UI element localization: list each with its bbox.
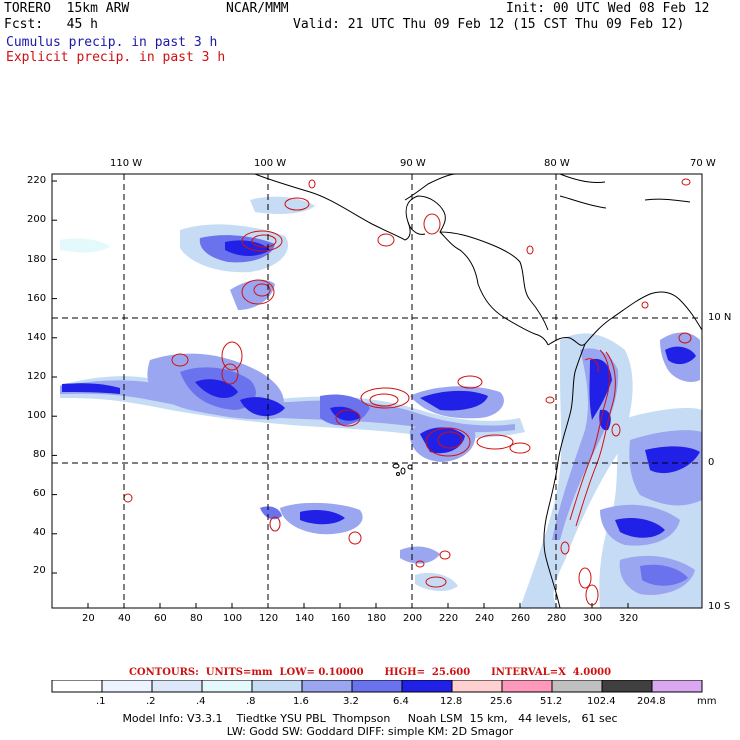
- model-info-line2: LW: Godd SW: Goddard DIFF: simple KM: 2D…: [226, 725, 514, 738]
- bottom-tick-label: 20: [82, 613, 95, 624]
- colorbar-swatch: [601, 680, 653, 693]
- bottom-tick-label: 160: [331, 613, 351, 624]
- bottom-tick-label: 100: [223, 613, 243, 624]
- cumulus-shading: [60, 196, 702, 608]
- bottom-tick-label: 60: [154, 613, 167, 624]
- colorbar-swatch: [651, 680, 703, 693]
- colorbar-label: 25.6: [490, 696, 513, 707]
- bottom-tick-label: 200: [403, 613, 423, 624]
- bottom-tick-label: 300: [583, 613, 603, 624]
- left-tick-label: 100: [27, 410, 47, 421]
- explicit-legend: Explicit precip. in past 3 h: [6, 50, 226, 65]
- colorbar-label: 3.2: [343, 696, 359, 707]
- left-tick-label: 40: [33, 527, 46, 538]
- lon-label-110w: 110 W: [110, 158, 143, 169]
- bottom-tick-label: 320: [619, 613, 639, 624]
- model-info-line1: Model Info: V3.3.1 Tiedtke YSU PBL Thomp…: [122, 712, 618, 725]
- lon-label-100w: 100 W: [254, 158, 287, 169]
- colorbar-swatch: [201, 680, 253, 693]
- lon-label-80w: 80 W: [544, 158, 570, 169]
- contour-info: CONTOURS: UNITS=mm LOW= 0.10000 HIGH= 25…: [128, 667, 612, 678]
- left-tick-label: 180: [27, 254, 47, 265]
- colorbar-swatch: [101, 680, 153, 693]
- valid-time: Valid: 21 UTC Thu 09 Feb 12 (15 CST Thu …: [293, 17, 685, 32]
- model-title: TORERO 15km ARW: [4, 1, 130, 16]
- latlon-grid: [52, 174, 702, 608]
- bottom-tick-label: 140: [295, 613, 315, 624]
- cumulus-legend: Cumulus precip. in past 3 h: [6, 35, 218, 50]
- axis-ticks: [52, 180, 629, 608]
- explicit-contours: [123, 178, 692, 606]
- colorbar-swatch: [501, 680, 553, 693]
- lat-label-0: 0: [708, 457, 715, 468]
- lon-label-90w: 90 W: [400, 158, 426, 169]
- colorbar-swatch: [51, 680, 103, 693]
- lat-label-10s: 10 S: [708, 601, 731, 612]
- left-tick-label: 80: [33, 449, 46, 460]
- forecast-hour: Fcst: 45 h: [4, 17, 98, 32]
- left-tick-label: 120: [27, 371, 47, 382]
- colorbar-label: 51.2: [540, 696, 563, 707]
- colorbar-label: .8: [246, 696, 256, 707]
- bottom-tick-label: 220: [439, 613, 459, 624]
- colorbar-swatch: [401, 680, 453, 693]
- bottom-tick-label: 120: [259, 613, 279, 624]
- organization-label: NCAR/MMM: [226, 1, 289, 16]
- colorbar-label: 204.8: [637, 696, 666, 707]
- colorbar-swatch: [351, 680, 403, 693]
- colorbar-label: 6.4: [393, 696, 409, 707]
- left-tick-label: 220: [27, 175, 47, 186]
- lat-label-10n: 10 N: [708, 312, 732, 323]
- colorbar: [51, 680, 703, 693]
- colorbar-swatch: [251, 680, 303, 693]
- colorbar-label: 12.8: [440, 696, 463, 707]
- colorbar-label: 1.6: [293, 696, 309, 707]
- colorbar-label: .1: [96, 696, 106, 707]
- bottom-tick-label: 180: [367, 613, 387, 624]
- left-tick-label: 20: [33, 565, 46, 576]
- left-tick-label: 60: [33, 488, 46, 499]
- colorbar-unit: mm: [697, 696, 717, 707]
- colorbar-label: 102.4: [587, 696, 616, 707]
- bottom-tick-label: 280: [547, 613, 567, 624]
- colorbar-label: .4: [196, 696, 206, 707]
- left-tick-label: 200: [27, 214, 47, 225]
- lon-label-70w: 70 W: [690, 158, 716, 169]
- precip-field: [60, 174, 702, 608]
- colorbar-swatch: [551, 680, 603, 693]
- left-tick-label: 160: [27, 293, 47, 304]
- colorbar-label: .2: [146, 696, 156, 707]
- left-tick-label: 140: [27, 332, 47, 343]
- galapagos-islands: [392, 463, 413, 476]
- init-time: Init: 00 UTC Wed 08 Feb 12: [506, 1, 710, 16]
- bottom-tick-label: 80: [190, 613, 203, 624]
- bottom-tick-label: 40: [118, 613, 131, 624]
- colorbar-swatch: [301, 680, 353, 693]
- colorbar-swatch: [151, 680, 203, 693]
- bottom-tick-label: 240: [475, 613, 495, 624]
- bottom-tick-label: 260: [511, 613, 531, 624]
- colorbar-swatch: [451, 680, 503, 693]
- plot-frame: [51, 173, 703, 609]
